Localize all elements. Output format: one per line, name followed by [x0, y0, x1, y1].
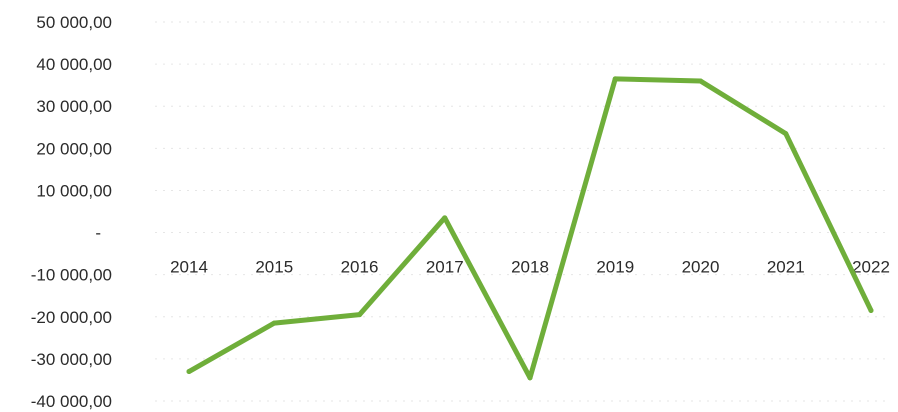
data-point — [357, 312, 362, 318]
data-point — [442, 215, 448, 221]
x-tick-label: 2016 — [341, 258, 379, 277]
y-axis-tick-labels: 50 000,00 40 000,00 30 000,00 20 000,00 10 0… — [31, 13, 112, 411]
gridlines — [155, 21, 888, 402]
x-tick-label: 2021 — [767, 258, 805, 277]
data-point — [868, 307, 874, 313]
data-point — [527, 375, 533, 381]
data-point — [186, 369, 192, 375]
y-tick-label: 20 000,00 — [36, 139, 112, 158]
y-tick-label: 50 000,00 — [36, 13, 112, 32]
y-tick-label: 30 000,00 — [36, 97, 112, 116]
data-point — [271, 320, 277, 326]
y-tick-label: -40 000,00 — [31, 392, 112, 411]
x-tick-label: 2019 — [596, 258, 634, 277]
data-point — [783, 131, 789, 137]
x-tick-label: 2017 — [426, 258, 464, 277]
x-tick-label: 2014 — [170, 258, 208, 277]
x-tick-label: 2020 — [682, 258, 720, 277]
y-tick-label: -20 000,00 — [31, 308, 112, 327]
x-axis-tick-labels: 2014 2015 2016 2017 2018 2019 2020 2021 2022 — [170, 258, 890, 277]
y-tick-label: 10 000,00 — [36, 181, 112, 200]
x-tick-label: 2015 — [255, 258, 293, 277]
y-tick-label: - — [95, 224, 101, 243]
x-tick-label: 2022 — [852, 258, 890, 277]
x-tick-label: 2018 — [511, 258, 549, 277]
y-tick-label: 40 000,00 — [36, 55, 112, 74]
data-point — [612, 76, 618, 82]
y-tick-label: -30 000,00 — [31, 350, 112, 369]
y-tick-label: -10 000,00 — [31, 266, 112, 285]
series-layer — [186, 76, 874, 381]
data-point — [698, 78, 703, 84]
series-line — [186, 76, 874, 381]
